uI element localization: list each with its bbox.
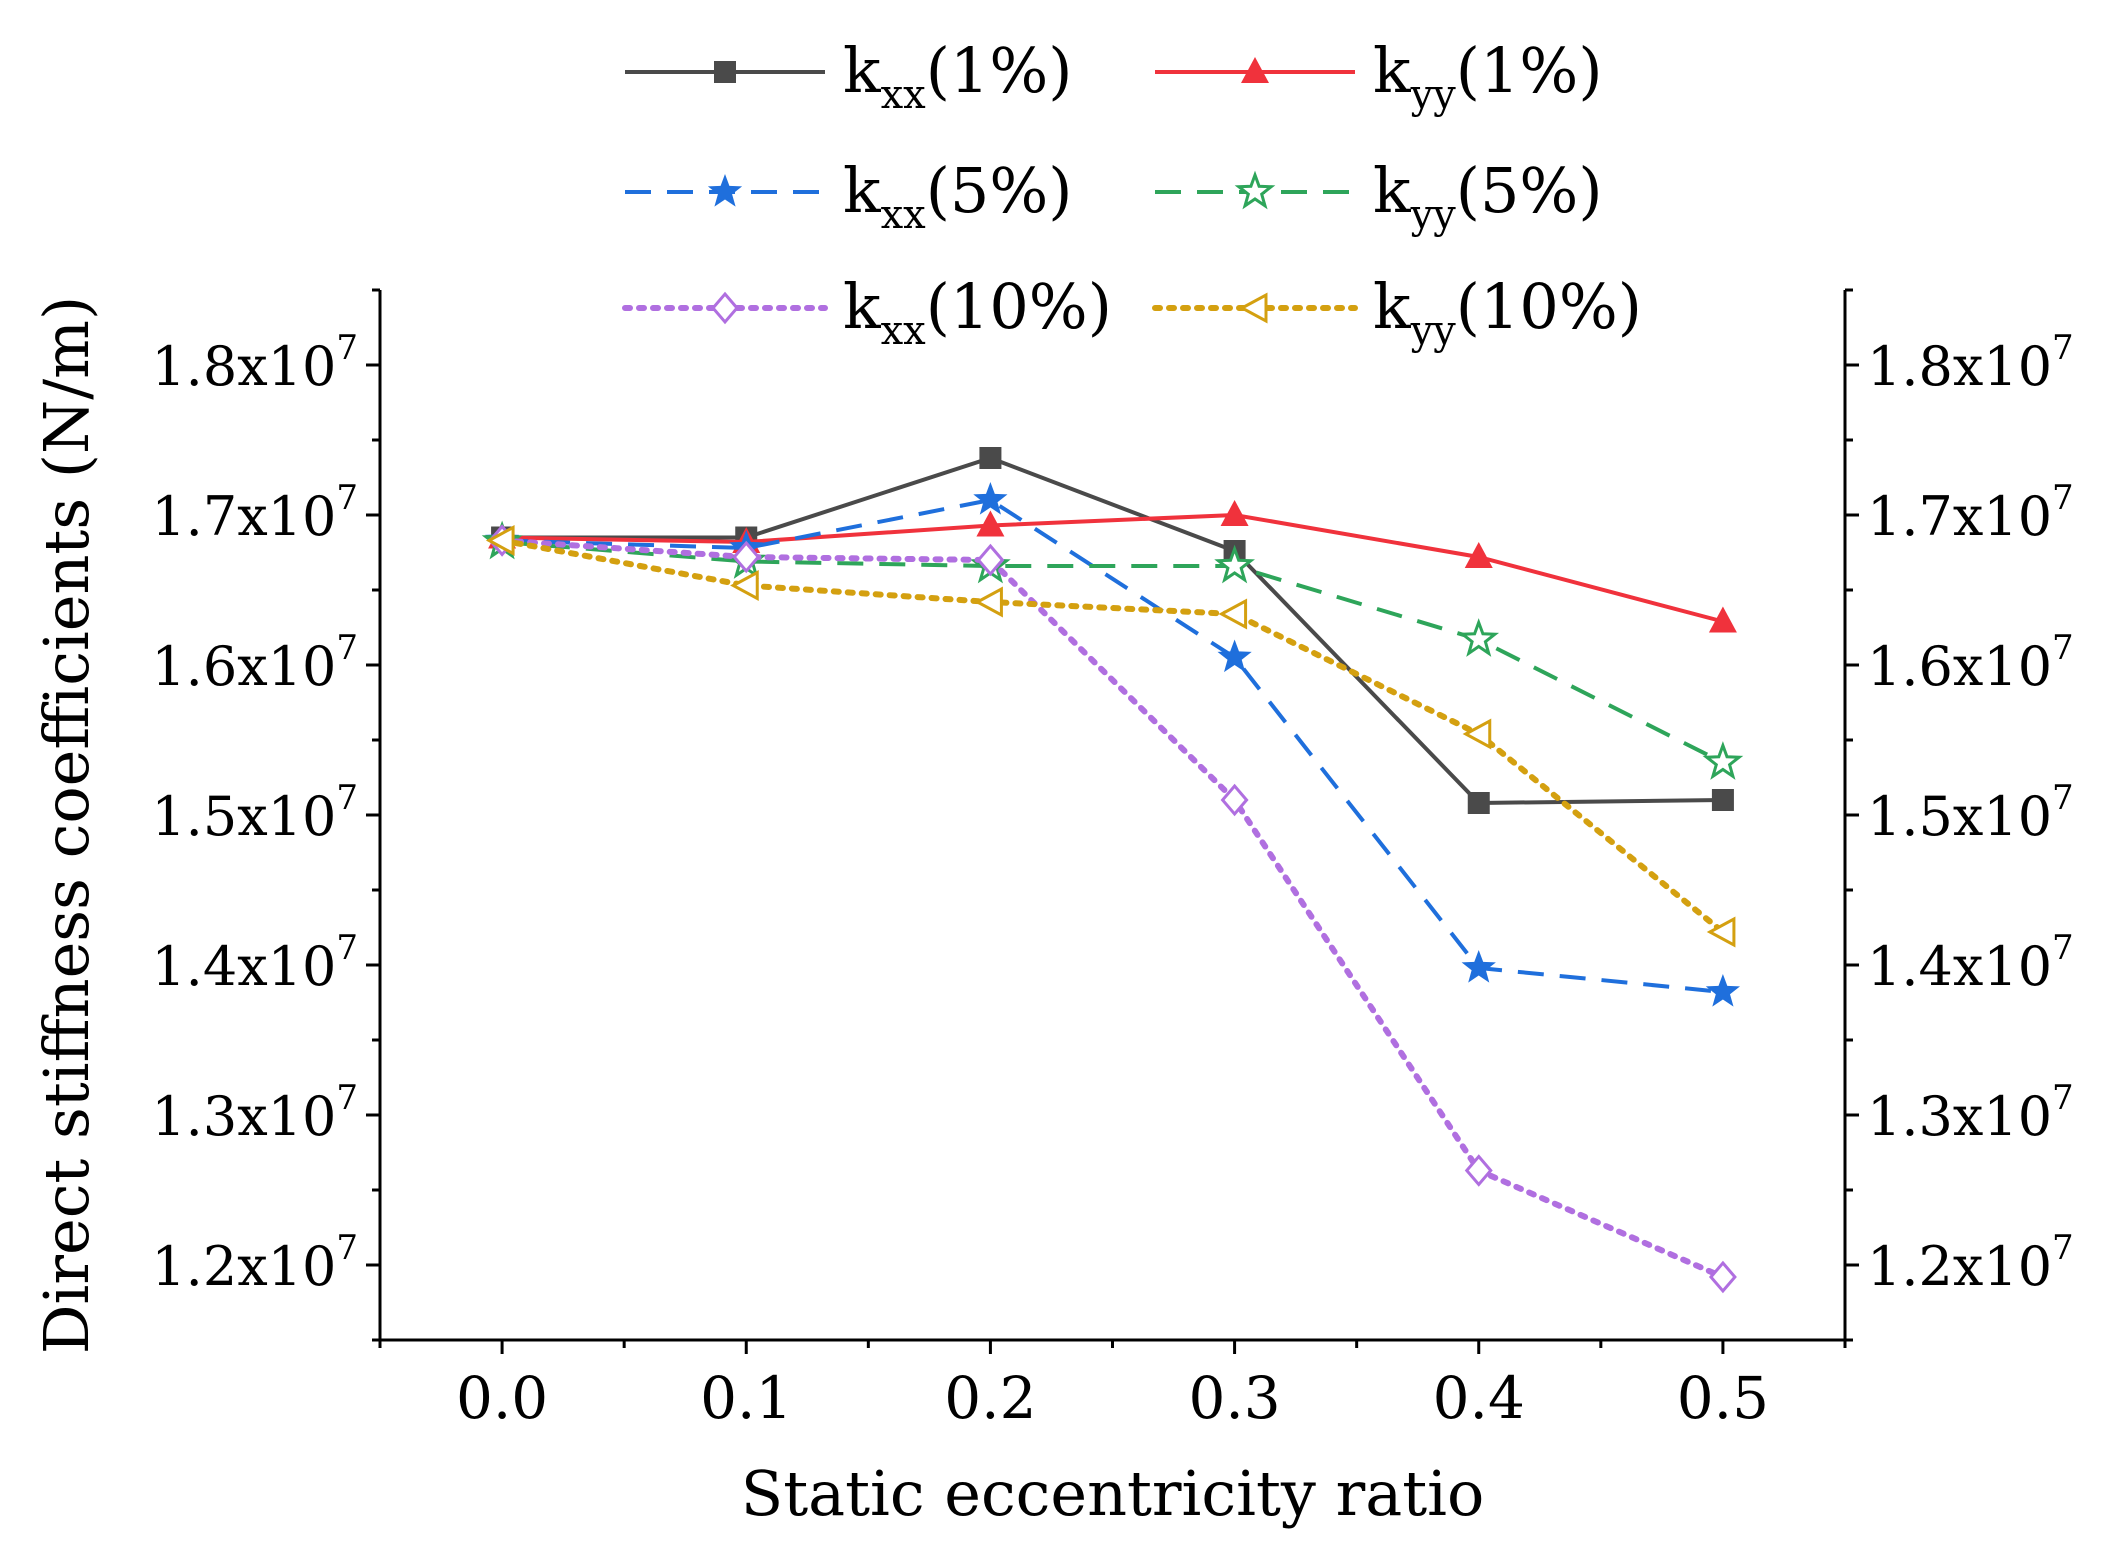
- legend-marker: [707, 174, 743, 207]
- data-point-kxx1: [1711, 789, 1734, 811]
- x-tick-label: 0.4: [1433, 1364, 1525, 1432]
- legend-label: kxx(1%): [843, 34, 1072, 118]
- data-point-kxx1: [1467, 792, 1490, 814]
- y-tick-label-right: 1.2x107: [1867, 1228, 2074, 1298]
- y-axis-title: Direct stiffness coefficients (N/m): [30, 296, 103, 1354]
- y-tick-label-left: 1.6x107: [151, 628, 358, 698]
- data-point-kyy5: [1702, 741, 1744, 780]
- tick-marks: [366, 288, 1859, 1354]
- legend-label: kxx(5%): [843, 154, 1072, 238]
- data-point-kyy5: [1458, 618, 1500, 657]
- legend: kxx(1%) kyy(1%)kxx(5%) kyy(5%)kxx(10%) kyy(…: [622, 34, 1642, 354]
- data-point-kyy1: [976, 510, 1005, 537]
- x-tick-label: 0.0: [456, 1364, 548, 1432]
- series-line-kyy1: [502, 512, 1724, 624]
- y-tick-label-left: 1.3x107: [151, 1078, 358, 1148]
- y-tick-label-right: 1.5x107: [1867, 778, 2074, 848]
- data-point-kxx1: [979, 447, 1002, 469]
- data-point-kxx5: [1461, 950, 1496, 983]
- legend-label: kyy(1%): [1373, 34, 1603, 118]
- tick-labels: 0.0 0.1 0.2 0.3 0.4 0.5 1.2x107 1.2x107 1.3x107 1…: [151, 328, 2073, 1432]
- series-line-kxx1: [502, 455, 1723, 806]
- series-line-kyy10: [499, 537, 1726, 935]
- y-tick-label-right: 1.8x107: [1867, 328, 2074, 398]
- legend-marker: [714, 61, 736, 83]
- data-point-kxx10: [1708, 1260, 1737, 1294]
- data-point-kxx5: [1217, 639, 1252, 673]
- data-point-kyy5: [1214, 544, 1255, 584]
- y-tick-label-right: 1.4x107: [1867, 928, 2074, 998]
- data-point-kxx10: [1464, 1154, 1493, 1187]
- legend-marker: [711, 291, 739, 325]
- data-point-kyy10: [1218, 598, 1248, 630]
- data-point-kxx10: [732, 540, 761, 574]
- legend-label: kyy(10%): [1373, 270, 1642, 354]
- data-point-kyy1: [1708, 606, 1737, 633]
- legend-label: kyy(5%): [1373, 154, 1603, 238]
- data-point-kxx5: [973, 482, 1008, 515]
- y-tick-label-right: 1.7x107: [1867, 478, 2074, 548]
- y-tick-label-right: 1.6x107: [1867, 628, 2074, 698]
- legend-marker: [1241, 57, 1269, 83]
- data-point-kyy10: [485, 524, 515, 557]
- x-tick-label: 0.2: [944, 1364, 1036, 1432]
- x-tick-label: 0.1: [700, 1364, 792, 1432]
- legend-marker: [1238, 292, 1268, 324]
- x-tick-label: 0.3: [1188, 1364, 1280, 1432]
- x-tick-label: 0.5: [1677, 1364, 1769, 1432]
- series-line-kxx5: [502, 497, 1724, 994]
- data-point-kyy10: [1706, 916, 1736, 948]
- data-point-kyy10: [730, 569, 759, 602]
- x-axis-title: Static eccentricity ratio: [741, 1457, 1485, 1530]
- data-point-kxx5: [1705, 974, 1740, 1007]
- data-point-kyy1: [1464, 542, 1493, 568]
- y-tick-label-left: 1.5x107: [151, 778, 358, 848]
- legend-marker: [1234, 170, 1276, 210]
- data-point-kyy10: [1462, 718, 1492, 750]
- y-tick-label-left: 1.2x107: [151, 1228, 358, 1298]
- legend-item-kxx5: kxx(5%): [625, 154, 1072, 238]
- y-tick-label-left: 1.4x107: [151, 928, 358, 998]
- data-point-kyy10: [974, 586, 1003, 618]
- series-layer: [481, 447, 1744, 1294]
- y-tick-label-left: 1.8x107: [151, 328, 358, 398]
- data-point-kyy1: [1220, 500, 1249, 526]
- data-point-kxx10: [1220, 783, 1249, 817]
- y-tick-label-left: 1.7x107: [151, 478, 358, 548]
- legend-item-kyy10: kyy(10%): [1152, 270, 1642, 354]
- y-tick-label-right: 1.3x107: [1867, 1078, 2074, 1148]
- series-line-kxx10: [499, 537, 1726, 1280]
- series-kyy10: [485, 524, 1736, 948]
- legend-item-kyy5: kyy(5%): [1155, 154, 1603, 238]
- series-line-kyy5: [501, 540, 1724, 765]
- data-point-kxx10: [976, 543, 1005, 577]
